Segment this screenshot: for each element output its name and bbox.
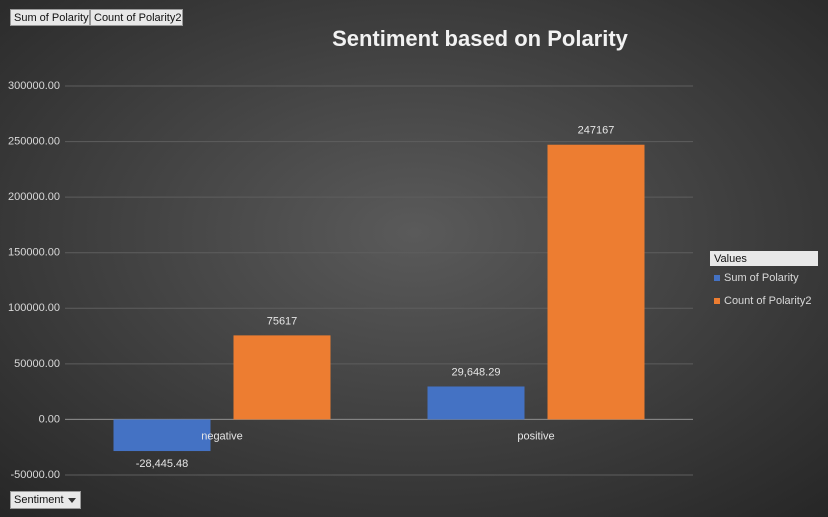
- y-tick-label: 150000.00: [8, 247, 60, 259]
- legend-title-bg: [710, 251, 818, 266]
- bar: [233, 335, 331, 420]
- y-tick-label: 100000.00: [8, 302, 60, 314]
- y-tick-label: 50000.00: [14, 358, 60, 370]
- legend-label: Count of Polarity2: [724, 295, 811, 307]
- x-tick-label: negative: [201, 430, 243, 442]
- y-tick-label: 0.00: [39, 413, 60, 425]
- axis-field-button[interactable]: [10, 491, 81, 509]
- field-button[interactable]: [10, 9, 90, 26]
- field-buttons[interactable]: Sum of Polarity Count of Polarity2 Senti…: [10, 9, 183, 509]
- y-tick-label: 300000.00: [8, 80, 60, 92]
- legend-swatch: [714, 298, 720, 304]
- y-tick-label: 250000.00: [8, 135, 60, 147]
- data-label: -28,445.48: [136, 458, 189, 470]
- field-button[interactable]: [90, 9, 183, 26]
- field-button-label[interactable]: Sum of Polarity: [14, 12, 89, 24]
- legend-label: Sum of Polarity: [724, 272, 799, 284]
- legend-swatch: [714, 275, 720, 281]
- data-label: 29,648.29: [452, 366, 501, 378]
- legend-title: Values: [714, 253, 747, 265]
- chart-title: Sentiment based on Polarity: [332, 26, 629, 51]
- data-label: 247167: [578, 125, 615, 137]
- dropdown-arrow[interactable]: [68, 498, 76, 503]
- bar: [427, 386, 525, 420]
- axis-field-button-label[interactable]: Sentiment: [14, 494, 64, 506]
- bar: [547, 144, 645, 420]
- data-label: 75617: [267, 315, 298, 327]
- y-tick-label: -50000.00: [10, 469, 60, 481]
- x-tick-label: positive: [517, 430, 554, 442]
- field-button-label[interactable]: Count of Polarity2: [94, 12, 181, 24]
- bar: [113, 419, 211, 452]
- y-tick-label: 200000.00: [8, 191, 60, 203]
